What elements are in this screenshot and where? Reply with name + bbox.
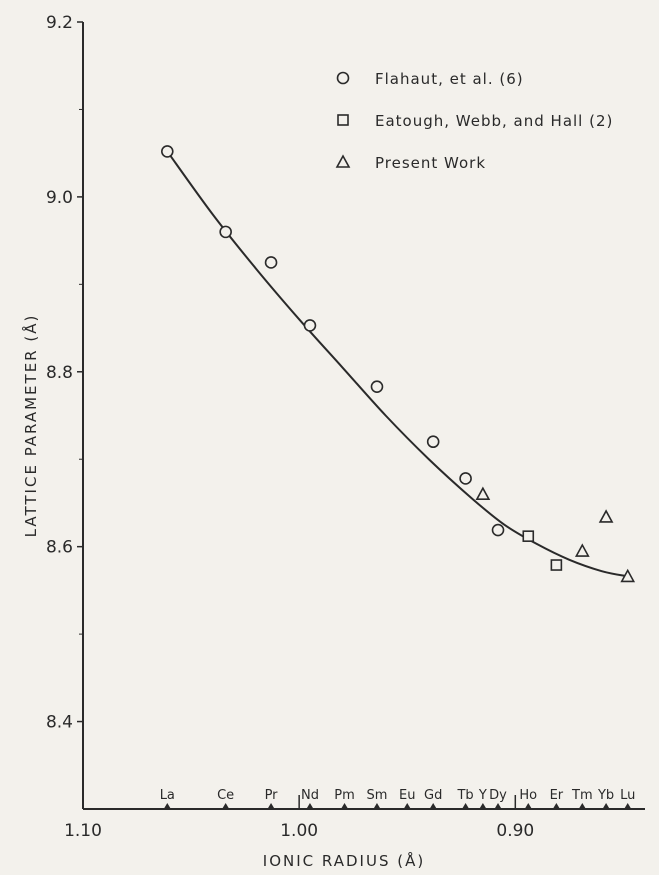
element-label: Y — [478, 788, 487, 803]
legend-label: Flahaut, et al. (6) — [375, 70, 524, 88]
data-point-circle — [303, 319, 317, 332]
element-axis-marker — [404, 803, 411, 808]
element-label: Dy — [489, 788, 507, 803]
element-axis-marker — [430, 803, 437, 808]
element-label: Tb — [456, 788, 473, 803]
legend-label: Eatough, Webb, and Hall (2) — [375, 112, 613, 130]
legend-label: Present Work — [375, 154, 486, 172]
legend: Flahaut, et al. (6) Eatough, Webb, and Ha… — [335, 70, 613, 172]
data-point-circle — [370, 380, 384, 393]
element-label: Sm — [367, 788, 388, 803]
element-label: Ho — [519, 788, 537, 803]
y-tick-label: 8.8 — [46, 363, 73, 383]
fit-curve — [166, 150, 628, 578]
data-point-triangle — [598, 509, 614, 523]
element-label: Lu — [620, 788, 635, 803]
element-label: Tm — [571, 788, 593, 803]
x-tick-label: 1.10 — [64, 821, 102, 841]
data-point-triangle — [620, 568, 636, 583]
data-point-circle — [426, 435, 440, 449]
element-axis-marker — [164, 803, 171, 808]
element-label: La — [160, 788, 175, 803]
element-axis-marker — [495, 803, 502, 808]
data-point-circle — [491, 523, 505, 537]
y-tick-label: 8.6 — [46, 538, 73, 558]
element-axis-marker — [268, 803, 275, 808]
axes: 9.2 9.0 8.8 8.6 8.4 1.10 1.00 0.90 La Ce Pr Nd Pm Sm E… — [21, 13, 645, 870]
element-axis-marker — [373, 803, 380, 808]
element-label: Gd — [424, 788, 442, 803]
x-tick-label: 0.90 — [496, 821, 534, 841]
y-tick-label: 8.4 — [46, 713, 73, 733]
element-axis-marker — [603, 803, 610, 808]
data-point-square — [522, 530, 535, 542]
data-point-triangle — [475, 486, 491, 501]
element-label: Yb — [597, 788, 614, 803]
data-point-circle — [459, 472, 472, 485]
legend-marker-square — [337, 114, 349, 126]
x-axis-title: IONIC RADIUS (Å) — [263, 851, 425, 870]
element-axis-marker — [553, 803, 560, 808]
legend-marker-triangle — [335, 154, 351, 168]
element-axis-marker — [479, 803, 486, 808]
element-axis-marker — [462, 803, 469, 808]
x-tick-label: 1.00 — [280, 821, 318, 841]
element-axis-marker — [306, 803, 313, 808]
data-point-triangle — [574, 543, 590, 557]
data-point-circle — [161, 145, 174, 158]
element-label: Ce — [217, 788, 234, 803]
element-label: Pr — [265, 788, 279, 803]
element-axis-marker — [624, 803, 631, 808]
element-axis-marker — [579, 803, 586, 808]
element-label: Er — [550, 788, 564, 803]
data-points-layer — [161, 145, 636, 583]
element-label: Nd — [301, 788, 319, 803]
element-axis-marker — [341, 803, 348, 808]
element-axis-marker — [222, 803, 229, 808]
data-point-square — [550, 559, 563, 571]
y-axis-title: LATTICE PARAMETER (Å) — [21, 314, 40, 538]
legend-marker-circle — [336, 71, 350, 85]
data-point-circle — [264, 256, 278, 269]
element-label: Pm — [334, 788, 355, 803]
data-point-circle — [219, 225, 232, 239]
element-label: Eu — [399, 788, 415, 803]
y-tick-label: 9.0 — [46, 188, 73, 208]
fit-curve-layer — [166, 150, 628, 578]
y-tick-label: 9.2 — [46, 13, 73, 33]
element-axis-marker — [525, 803, 532, 808]
